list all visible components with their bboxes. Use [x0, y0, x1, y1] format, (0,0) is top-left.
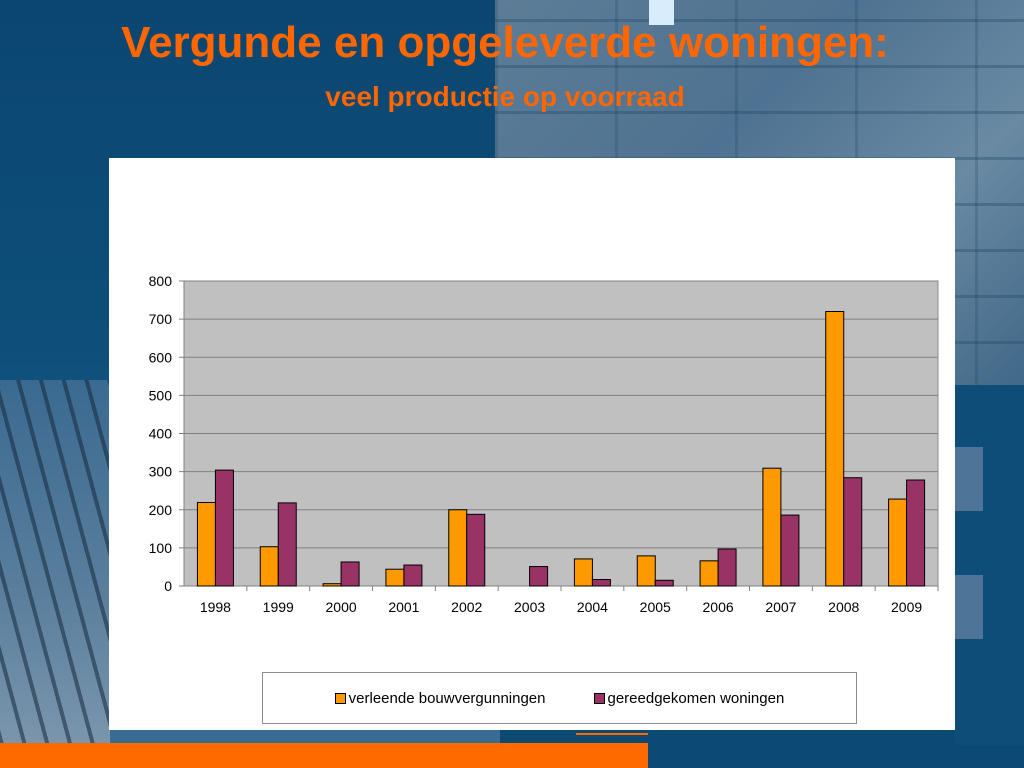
bar-chart: 0 100 200 300 400 500 600 700 800 1998 1999 2000 200…	[149, 273, 939, 615]
background-block	[955, 575, 983, 639]
bar-verleende-bouwvergunningen	[636, 555, 656, 587]
background-scaffold-image	[0, 380, 110, 745]
x-tick-label: 2008	[828, 599, 859, 615]
slide-title: Vergunde en opgeleverde woningen:	[121, 18, 889, 67]
chart-panel: 0 100 200 300 400 500 600 700 800 1998 1999 2000 200…	[109, 158, 955, 730]
x-tick-label: 1999	[263, 599, 294, 615]
bar-verleende-bouwvergunningen	[762, 467, 782, 587]
x-tick-label: 2004	[577, 599, 608, 615]
legend-item-series-2: gereedgekomen woningen	[593, 689, 785, 707]
x-tick-label: 2006	[703, 599, 734, 615]
background-lower-right	[955, 385, 1024, 745]
y-tick-label: 400	[149, 426, 173, 442]
bar-gereedgekomen-woningen	[214, 469, 234, 587]
bar-verleende-bouwvergunningen	[699, 560, 719, 587]
bar-verleende-bouwvergunningen	[448, 509, 468, 587]
bar-verleende-bouwvergunningen	[259, 546, 279, 587]
x-tick-label: 2009	[891, 599, 922, 615]
background-block	[955, 447, 983, 511]
bar-gereedgekomen-woningen	[277, 502, 297, 587]
bar-gereedgekomen-woningen	[529, 566, 549, 587]
bar-verleende-bouwvergunningen	[888, 498, 908, 587]
bar-gereedgekomen-woningen	[717, 548, 737, 587]
x-tick-label: 2007	[765, 599, 796, 615]
bar-gereedgekomen-woningen	[906, 479, 926, 587]
x-tick-label: 2001	[388, 599, 419, 615]
y-tick-label: 500	[149, 387, 173, 403]
y-tick-label: 200	[149, 502, 173, 518]
x-tick-label: 1998	[200, 599, 231, 615]
chart-legend: verleende bouwvergunningen gereedgekomen…	[262, 672, 857, 724]
x-tick-label: 2002	[451, 599, 482, 615]
x-tick-label: 2005	[640, 599, 671, 615]
bar-gereedgekomen-woningen	[654, 579, 674, 587]
legend-item-series-1: verleende bouwvergunningen	[334, 689, 546, 707]
legend-label-series-1: verleende bouwvergunningen	[348, 689, 546, 707]
accent-line	[576, 733, 648, 735]
x-tick-label: 2000	[326, 599, 357, 615]
bar-gereedgekomen-woningen	[780, 514, 800, 587]
bar-gereedgekomen-woningen	[466, 513, 486, 587]
y-tick-label: 300	[149, 464, 173, 480]
x-tick-label: 2003	[514, 599, 545, 615]
decorative-square	[649, 0, 674, 25]
slide-subtitle: veel productie op voorraad	[325, 81, 685, 112]
legend-swatch-series-2	[593, 692, 605, 704]
accent-bar	[0, 743, 648, 768]
bar-verleende-bouwvergunningen	[573, 558, 593, 587]
bar-verleende-bouwvergunningen	[196, 502, 216, 587]
legend-label-series-2: gereedgekomen woningen	[607, 689, 785, 707]
bar-verleende-bouwvergunningen	[385, 568, 405, 587]
bar-verleende-bouwvergunningen	[825, 311, 845, 587]
bar-gereedgekomen-woningen	[403, 564, 423, 587]
bar-gereedgekomen-woningen	[591, 579, 611, 587]
bar-verleende-bouwvergunningen	[322, 583, 342, 587]
y-tick-label: 600	[149, 349, 173, 365]
bar-gereedgekomen-woningen	[843, 477, 863, 587]
bar-gereedgekomen-woningen	[340, 561, 360, 587]
y-tick-label: 100	[149, 540, 173, 556]
y-tick-label: 800	[149, 273, 173, 289]
y-tick-label: 0	[164, 578, 172, 594]
legend-swatch-series-1	[334, 692, 346, 704]
y-tick-label: 700	[149, 311, 173, 327]
